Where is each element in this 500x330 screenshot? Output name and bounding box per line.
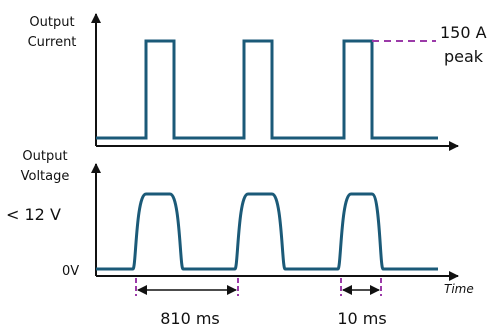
voltage-panel: Output Voltage < 12 V 0V Time bbox=[6, 149, 474, 296]
current-waveform bbox=[96, 39, 438, 140]
current-panel: Output Current 150 A peak bbox=[28, 13, 487, 151]
voltage-ylabel-line1: Output bbox=[22, 149, 67, 164]
time-axis-label: Time bbox=[444, 282, 474, 296]
pulse-width-label: 10 ms bbox=[337, 309, 386, 328]
voltage-zero-label: 0V bbox=[62, 264, 79, 279]
peak-word-label: peak bbox=[444, 47, 484, 66]
current-ylabel-line2: Current bbox=[28, 35, 77, 50]
voltage-waveform bbox=[96, 192, 438, 271]
voltage-high-label: < 12 V bbox=[6, 205, 61, 224]
period-label: 810 ms bbox=[160, 309, 220, 328]
dimension-annotations: 810 ms 10 ms bbox=[135, 278, 387, 328]
current-ylabel-line1: Output bbox=[29, 15, 74, 30]
voltage-ylabel-line2: Voltage bbox=[21, 169, 70, 184]
peak-value-label: 150 A bbox=[440, 23, 487, 42]
